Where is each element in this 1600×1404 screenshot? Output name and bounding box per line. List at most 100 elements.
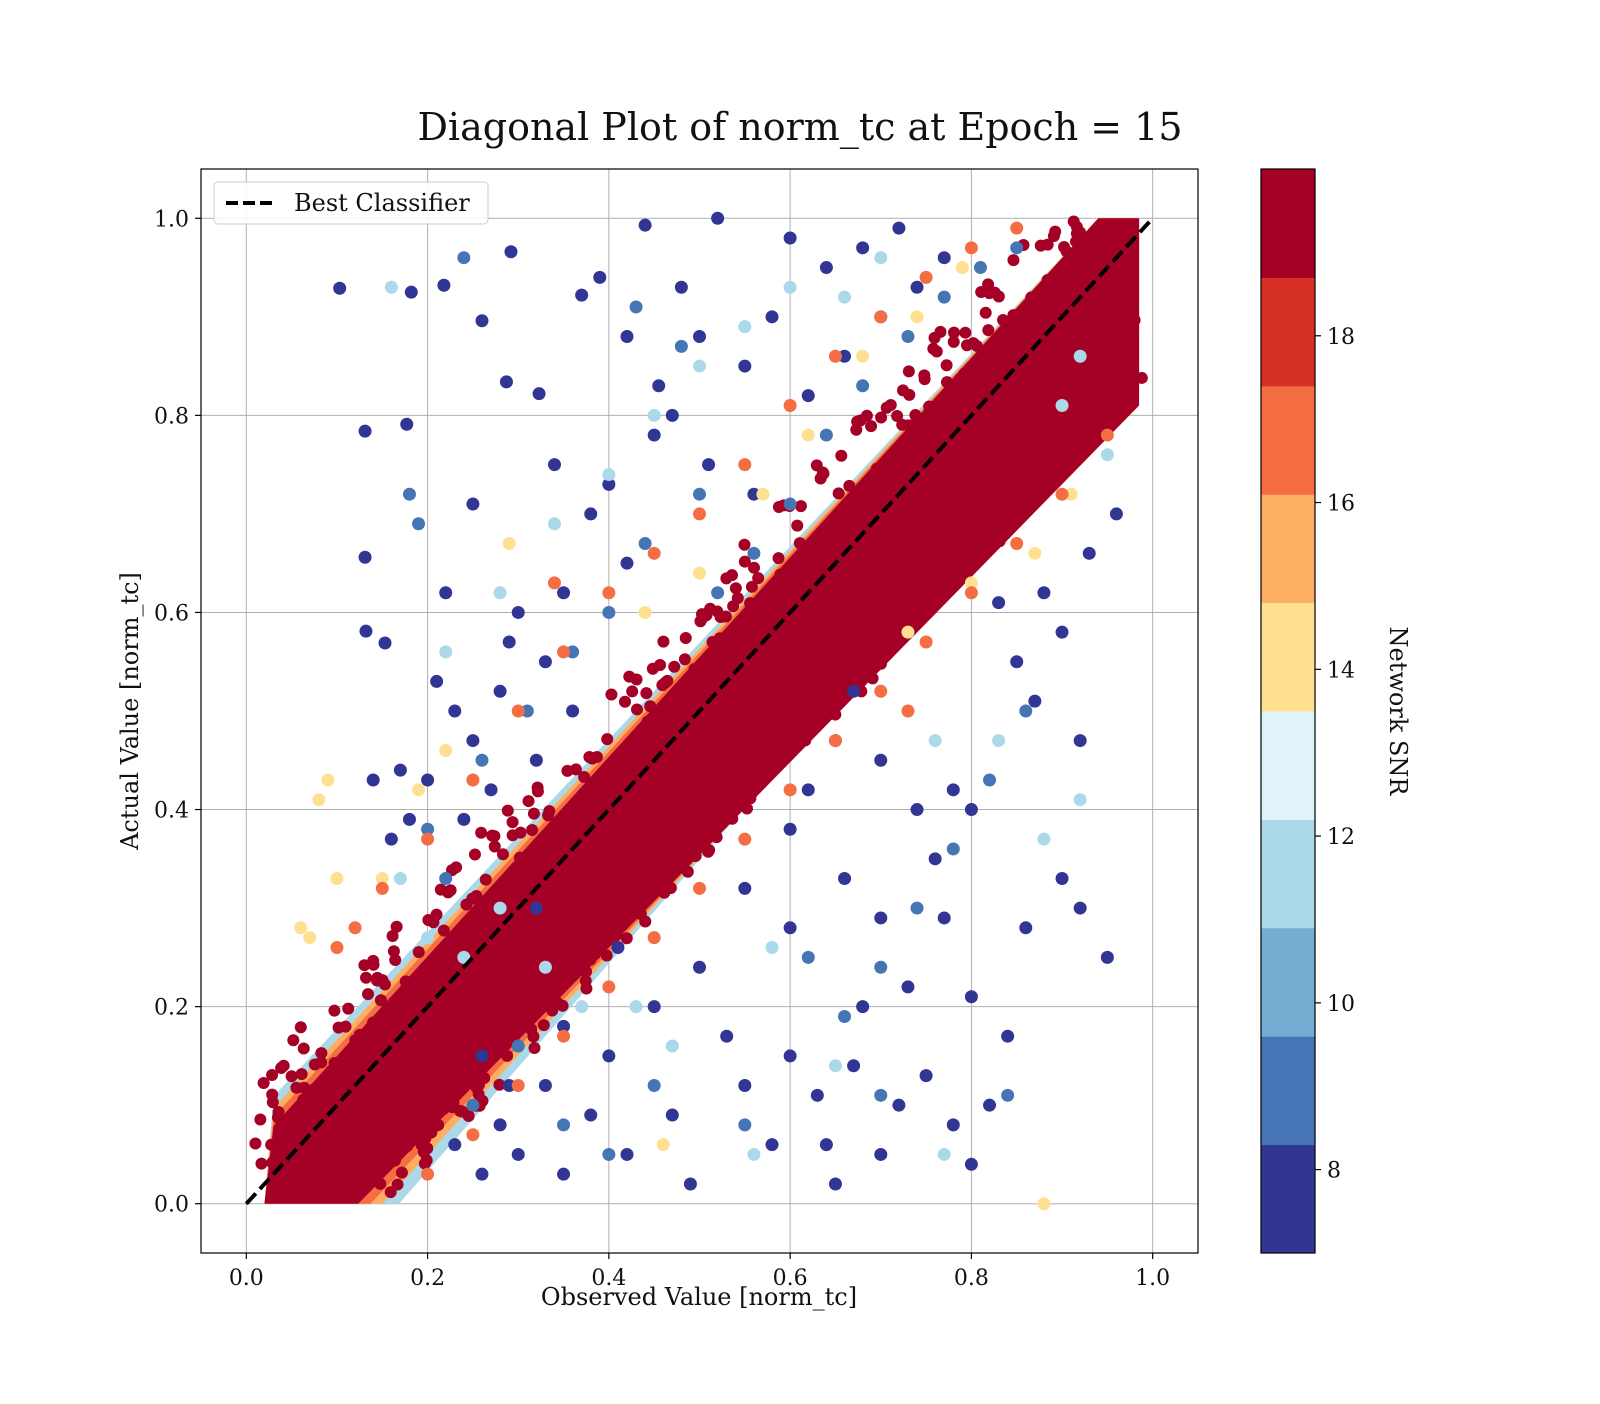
- scatter-point: [620, 556, 634, 570]
- scatter-point: [330, 941, 344, 955]
- dense-band-point: [719, 694, 732, 707]
- dense-band-point: [696, 611, 709, 624]
- dense-band-point: [1041, 238, 1054, 251]
- dense-band-point: [522, 795, 535, 808]
- dense-band-point: [670, 839, 683, 852]
- dense-band-point: [464, 996, 477, 1009]
- dense-band-point: [852, 618, 865, 631]
- scatter-point: [504, 245, 518, 259]
- dense-band-point: [742, 633, 755, 646]
- dense-band-point: [806, 539, 819, 552]
- scatter-point: [738, 1078, 752, 1092]
- dense-band-point: [527, 807, 540, 820]
- dense-band-point: [1011, 310, 1024, 323]
- dense-band-point: [770, 759, 783, 772]
- dense-band-point: [890, 466, 903, 479]
- dense-band-point: [854, 676, 867, 689]
- scatter-point: [584, 507, 598, 521]
- dense-band-point: [773, 592, 786, 605]
- scatter-point: [602, 1049, 616, 1063]
- scatter-point: [765, 310, 779, 324]
- scatter-point: [838, 349, 852, 363]
- dense-band-point: [639, 915, 652, 928]
- dense-band-point: [257, 1077, 270, 1090]
- dense-band-point: [920, 415, 933, 428]
- dense-band-point: [627, 745, 640, 758]
- dense-band-point: [420, 1154, 433, 1167]
- dense-band-point: [626, 685, 639, 698]
- scatter-point: [1037, 1197, 1051, 1211]
- dense-band-point: [385, 1094, 398, 1107]
- dense-band-point: [721, 629, 734, 642]
- dense-band-point: [954, 552, 967, 565]
- scatter-point: [602, 1147, 616, 1161]
- scatter-point: [838, 1009, 852, 1023]
- dense-band-point: [537, 1019, 550, 1032]
- dense-band-point: [1048, 347, 1061, 360]
- dense-band-point: [584, 953, 597, 966]
- scatter-point: [629, 300, 643, 314]
- dense-band-point: [1054, 419, 1067, 432]
- x-tick-label: 1.0: [1135, 1266, 1170, 1291]
- dense-band-point: [902, 365, 915, 378]
- dense-band-point: [696, 738, 709, 751]
- dense-band-point: [762, 645, 775, 658]
- dense-band-point: [1128, 314, 1141, 327]
- scatter-point: [1073, 349, 1087, 363]
- dense-band-point: [984, 529, 997, 542]
- scatter-point: [312, 793, 326, 807]
- dense-band-point: [607, 756, 620, 769]
- dense-band-point: [904, 533, 917, 546]
- dense-band-point: [638, 813, 651, 826]
- dense-band-point: [853, 501, 866, 514]
- scatter-point: [783, 497, 797, 511]
- scatter-point: [964, 576, 978, 590]
- scatter-point: [439, 645, 453, 659]
- dense-band-point: [700, 729, 713, 742]
- dense-band-point: [266, 1190, 279, 1203]
- dense-band-point: [353, 1028, 366, 1041]
- dense-band-point: [883, 487, 896, 500]
- scatter-point: [557, 1167, 571, 1181]
- scatter-point: [838, 290, 852, 304]
- dense-band-point: [940, 359, 953, 372]
- dense-band-point: [315, 1056, 328, 1069]
- dense-band-point: [545, 974, 558, 987]
- scatter-point: [421, 832, 435, 846]
- scatter-point: [738, 320, 752, 334]
- dense-band-point: [535, 940, 548, 953]
- dense-band-point: [580, 982, 593, 995]
- scatter-point: [448, 704, 462, 718]
- dense-band-point: [1016, 444, 1029, 457]
- colorbar-segment: [1261, 277, 1315, 387]
- dense-band-point: [447, 1064, 460, 1077]
- scatter-point: [856, 241, 870, 255]
- colorbar-tick-label: 10: [1327, 992, 1355, 1017]
- scatter-point: [693, 330, 706, 344]
- dense-band-point: [752, 738, 765, 751]
- dense-band-point: [908, 461, 921, 474]
- dense-band-point: [409, 978, 422, 991]
- dense-band-point: [644, 700, 657, 713]
- dense-band-point: [360, 1163, 373, 1176]
- scatter-point: [602, 586, 616, 600]
- scatter-point: [647, 546, 661, 560]
- dense-band-point: [395, 1166, 408, 1179]
- dense-band-point: [382, 1020, 395, 1033]
- dense-band-point: [794, 500, 807, 513]
- scatter-point: [674, 339, 688, 353]
- dense-band-point: [454, 1105, 467, 1118]
- dense-band-point: [569, 763, 582, 776]
- dense-band-point: [985, 397, 998, 410]
- dense-band-point: [1082, 309, 1095, 322]
- dense-band-point: [528, 1002, 541, 1015]
- colorbar-segment: [1261, 494, 1315, 604]
- y-tick-label: 0.2: [154, 996, 189, 1021]
- dense-band-point: [669, 704, 682, 717]
- dense-band-point: [254, 1113, 267, 1126]
- scatter-point: [910, 280, 924, 294]
- scatter-point: [502, 536, 516, 550]
- dense-band-point: [477, 918, 490, 931]
- dense-band-point: [836, 504, 849, 517]
- dense-band-point: [539, 891, 552, 904]
